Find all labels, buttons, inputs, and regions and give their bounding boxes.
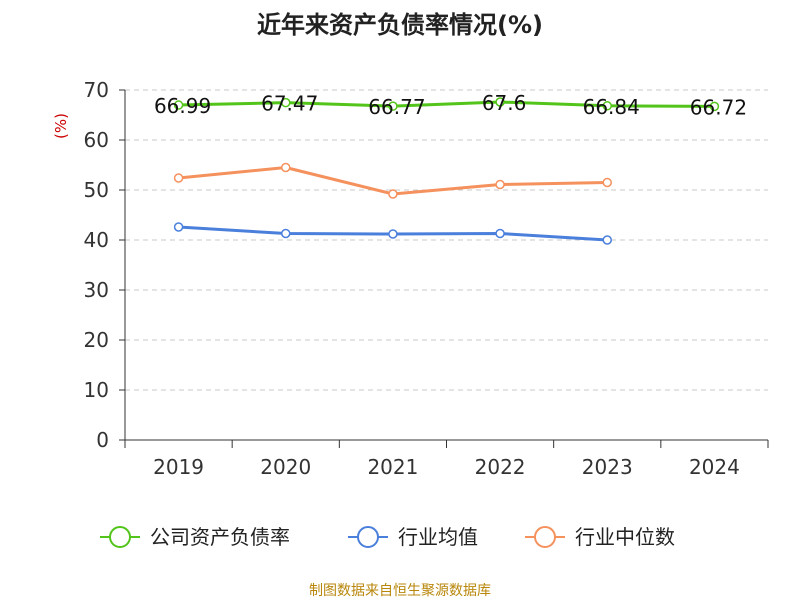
series-line	[177, 100, 716, 108]
legend-marker	[109, 526, 131, 548]
legend-label: 公司资产负债率	[150, 525, 290, 549]
data-point	[388, 101, 398, 111]
x-tick-label: 2024	[689, 455, 740, 479]
chart-title: 近年来资产负债率情况(%)	[257, 11, 543, 39]
y-axis-label: (%)	[52, 113, 70, 139]
y-tick-label: 30	[84, 278, 109, 302]
data-point	[388, 189, 398, 199]
data-label: 67.6	[482, 91, 527, 115]
x-tick-label: 2020	[260, 455, 311, 479]
x-tick-label: 2022	[475, 455, 526, 479]
data-point	[281, 228, 291, 239]
data-labels: 66.99 67.47 66.77 67.6 66.84 66.72	[154, 91, 747, 119]
data-point	[388, 229, 398, 239]
data-point	[281, 97, 291, 108]
data-point	[281, 162, 291, 173]
series-2	[173, 222, 612, 245]
data-point	[173, 173, 184, 183]
data-point	[709, 101, 720, 112]
legend-marker	[534, 526, 556, 548]
y-tick-label: 0	[96, 428, 109, 452]
series-lines	[173, 97, 720, 245]
data-point	[495, 179, 505, 190]
data-point	[495, 228, 505, 239]
y-tick-label: 40	[84, 228, 109, 252]
legend-item: 公司资产负债率	[100, 525, 290, 549]
data-label: 66.72	[690, 95, 747, 119]
y-tick-label: 70	[84, 78, 109, 102]
series-3	[173, 162, 612, 199]
axes: 0 10 20 30 40 50 60 70 2019 2020 2021 2022 2023 2024	[84, 78, 769, 479]
legend-item: 行业中位数	[525, 525, 675, 549]
source-note: 制图数据来自恒生聚源数据库	[309, 583, 491, 599]
legend-item: 行业均值	[348, 525, 478, 549]
grid-lines	[125, 89, 768, 391]
data-label: 66.77	[368, 95, 425, 119]
y-tick-label: 20	[84, 328, 109, 352]
x-tick-label: 2021	[367, 455, 418, 479]
x-tick-label: 2023	[582, 455, 633, 479]
data-point	[602, 177, 612, 188]
data-label: 67.47	[261, 92, 318, 116]
data-point	[602, 235, 612, 245]
legend-marker	[357, 526, 379, 548]
data-point	[173, 100, 184, 110]
legend-label: 行业中位数	[575, 525, 675, 549]
series-1	[173, 97, 720, 112]
data-label: 66.99	[154, 94, 211, 118]
data-label: 66.84	[583, 95, 640, 119]
y-tick-label: 10	[84, 378, 109, 402]
data-point	[173, 222, 184, 232]
y-tick-label: 60	[84, 128, 109, 152]
legend-label: 行业均值	[398, 525, 478, 549]
legend: 公司资产负债率 行业均值 行业中位数	[100, 525, 675, 549]
data-point	[495, 97, 505, 107]
data-point	[602, 101, 612, 111]
y-tick-label: 50	[84, 178, 109, 202]
x-tick-label: 2019	[153, 455, 204, 479]
